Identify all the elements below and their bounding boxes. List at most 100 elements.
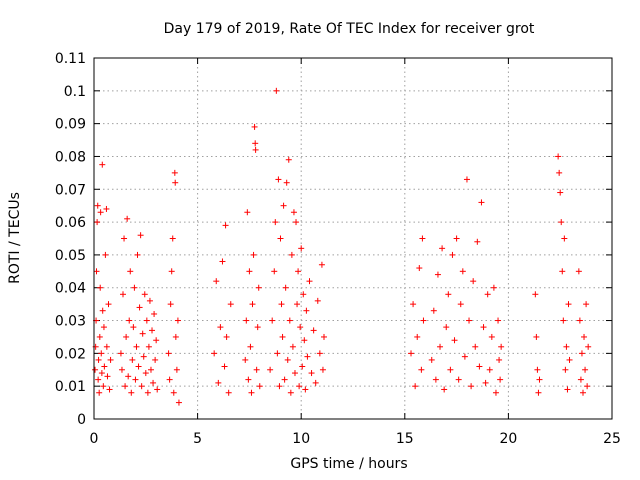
data-point <box>447 366 454 373</box>
data-point <box>254 324 261 331</box>
data-point <box>497 376 504 383</box>
data-point <box>495 317 502 324</box>
data-point <box>474 238 481 245</box>
data-point <box>173 366 180 373</box>
y-tick-label: 0.08 <box>55 149 86 165</box>
data-point <box>102 251 109 258</box>
data-point <box>536 376 543 383</box>
data-point <box>555 153 562 160</box>
data-point <box>298 245 305 252</box>
data-point <box>449 251 456 258</box>
data-point <box>461 353 468 360</box>
data-point <box>575 268 582 275</box>
data-point <box>100 383 107 390</box>
data-point <box>319 366 326 373</box>
data-point <box>310 327 317 334</box>
data-point <box>430 307 437 314</box>
data-point <box>243 317 250 324</box>
data-point <box>94 219 101 226</box>
data-point <box>558 219 565 226</box>
data-point <box>565 301 572 308</box>
data-point <box>561 235 568 242</box>
data-point <box>280 202 287 209</box>
data-point <box>100 324 107 331</box>
x-tick-label: 5 <box>193 431 202 447</box>
data-point <box>122 383 129 390</box>
data-point <box>146 297 153 304</box>
data-point <box>581 333 588 340</box>
data-point <box>463 176 470 183</box>
y-tick-label: 0.03 <box>55 314 86 330</box>
data-point <box>306 278 313 285</box>
data-points <box>92 87 592 406</box>
data-point <box>131 284 138 291</box>
data-point <box>249 301 256 308</box>
data-point <box>468 383 475 390</box>
plot-frame <box>93 57 613 420</box>
data-point <box>419 235 426 242</box>
data-point <box>441 386 448 393</box>
data-point <box>453 235 460 242</box>
y-tick-label: 0.09 <box>55 117 86 133</box>
data-point <box>301 337 308 344</box>
data-point <box>559 268 566 275</box>
data-point <box>140 353 147 360</box>
data-point <box>455 376 462 383</box>
data-point <box>276 383 283 390</box>
data-point <box>126 317 133 324</box>
data-point <box>476 363 483 370</box>
data-point <box>132 376 139 383</box>
data-point <box>253 366 260 373</box>
chart-title: Day 179 of 2019, Rate Of TEC Index for r… <box>164 21 535 37</box>
data-point <box>269 317 276 324</box>
data-point <box>289 343 296 350</box>
data-point <box>562 366 569 373</box>
data-point <box>293 219 300 226</box>
data-point <box>582 366 589 373</box>
data-point <box>490 284 497 291</box>
data-point <box>167 301 174 308</box>
data-point <box>459 268 466 275</box>
data-point <box>299 363 306 370</box>
data-point <box>133 343 140 350</box>
data-point <box>95 376 102 383</box>
data-point <box>169 235 176 242</box>
data-point <box>583 301 590 308</box>
data-point <box>255 284 262 291</box>
data-point <box>578 350 585 357</box>
y-tick-label: 0.05 <box>55 248 86 264</box>
y-tick-label: 0.01 <box>55 379 86 395</box>
data-point <box>92 366 99 373</box>
data-point <box>172 179 179 186</box>
data-point <box>566 356 573 363</box>
data-point <box>560 317 567 324</box>
data-point <box>294 301 301 308</box>
data-point <box>227 301 234 308</box>
data-point <box>168 268 175 275</box>
data-point <box>252 146 259 153</box>
data-point <box>273 87 280 94</box>
data-point <box>439 245 446 252</box>
data-point <box>252 140 259 147</box>
data-point <box>482 379 489 386</box>
data-point <box>579 389 586 396</box>
data-point <box>250 251 257 258</box>
data-point <box>267 366 274 373</box>
data-point <box>286 317 293 324</box>
data-point <box>451 337 458 344</box>
data-point <box>290 209 297 216</box>
data-point <box>534 366 541 373</box>
data-point <box>145 343 152 350</box>
data-point <box>171 169 178 176</box>
data-point <box>221 363 228 370</box>
data-point <box>420 317 427 324</box>
data-point <box>123 333 130 340</box>
data-point <box>141 291 148 298</box>
data-point <box>101 363 108 370</box>
data-point <box>470 278 477 285</box>
data-point <box>215 379 222 386</box>
data-point <box>428 356 435 363</box>
data-point <box>172 333 179 340</box>
data-point <box>136 304 143 311</box>
